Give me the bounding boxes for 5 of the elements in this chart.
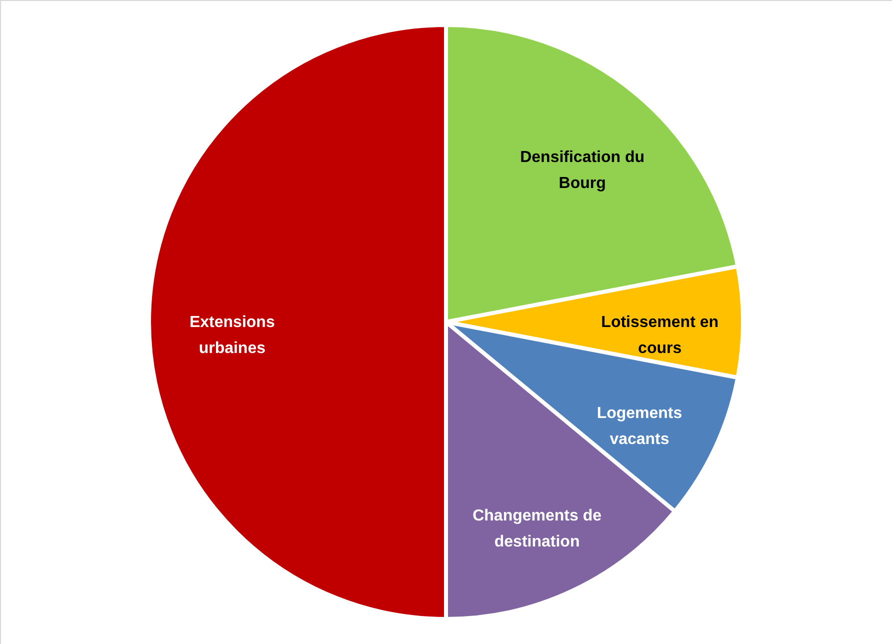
slice-label: Lotissement en cours: [601, 314, 719, 357]
slice-label: Extensions urbaines: [189, 314, 275, 357]
slice-label: Densification du Bourg: [520, 149, 645, 192]
slice-label: Changements de destination: [472, 507, 602, 550]
slice-label: Logements vacants: [596, 405, 682, 448]
